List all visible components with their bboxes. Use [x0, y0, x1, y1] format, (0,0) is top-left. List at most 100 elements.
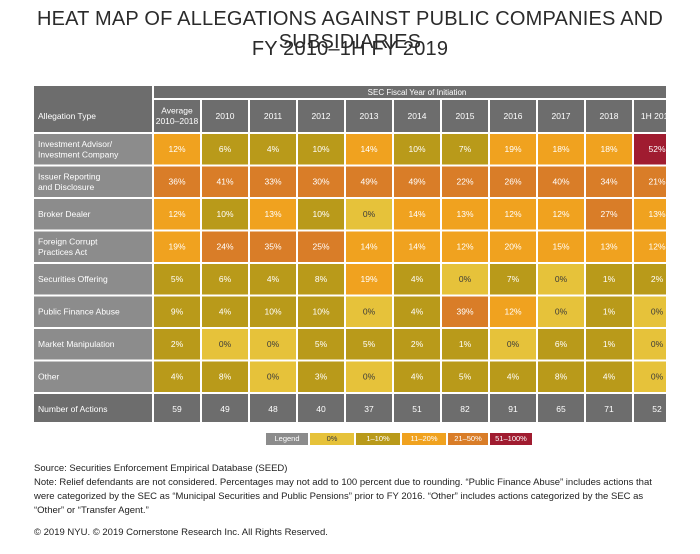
heat-cell: [394, 329, 440, 360]
heat-cell-value: 14%: [360, 144, 377, 154]
heat-cell: [442, 134, 488, 165]
heat-cell-value: 19%: [360, 274, 377, 284]
heat-cell: [202, 296, 248, 327]
heat-cell: [202, 134, 248, 165]
heat-cell-value: 0%: [267, 372, 280, 382]
super-header-label: SEC Fiscal Year of Initiation: [368, 88, 467, 97]
column-header-bg: [154, 100, 200, 132]
heat-cell-value: 10%: [312, 307, 329, 317]
heat-cell: [538, 329, 584, 360]
legend-item-0pct: 0%: [310, 433, 354, 445]
row-label: Foreign Corrupt Practices Act: [38, 236, 98, 257]
heat-cell: [250, 361, 296, 392]
heat-cell: [538, 231, 584, 262]
heat-cell: [490, 231, 536, 262]
heat-cell: [586, 264, 632, 295]
heat-cell-value: 49%: [408, 177, 425, 187]
heat-cell: [346, 231, 392, 262]
heat-cell: [490, 296, 536, 327]
row-label-bg: [34, 264, 152, 295]
totals-cell-value: 71: [604, 404, 614, 414]
heat-cell-value: 2%: [651, 274, 664, 284]
heat-cell: [490, 199, 536, 230]
heat-cell-value: 10%: [264, 307, 281, 317]
heat-cell: [586, 329, 632, 360]
heat-cell-value: 30%: [312, 177, 329, 187]
heat-cell: [154, 134, 200, 165]
heat-cell: [586, 361, 632, 392]
column-header-label: 2014: [408, 111, 427, 121]
column-header-label: Average 2010–2018: [156, 106, 199, 127]
heat-cell: [538, 199, 584, 230]
heat-cell: [490, 264, 536, 295]
heat-cell: [250, 134, 296, 165]
heat-cell-value: 12%: [504, 307, 521, 317]
heat-cell-value: 1%: [603, 307, 616, 317]
heat-cell-value: 25%: [312, 242, 329, 252]
column-header-label: 2010: [216, 111, 235, 121]
heat-cell-value: 12%: [648, 242, 665, 252]
heat-cell-value: 0%: [507, 339, 520, 349]
heat-cell-value: 10%: [312, 144, 329, 154]
heat-cell-value: 10%: [408, 144, 425, 154]
column-header-label: 2015: [456, 111, 475, 121]
heat-cell: [154, 231, 200, 262]
legend-item-11-20pct: 11–20%: [402, 433, 446, 445]
heat-cell-value: 10%: [312, 209, 329, 219]
heat-cell-value: 8%: [555, 372, 568, 382]
heat-cell: [154, 264, 200, 295]
totals-cell-value: 52: [652, 404, 662, 414]
totals-cell: [490, 394, 536, 422]
heat-cell: [346, 264, 392, 295]
chart-title: HEAT MAP OF ALLEGATIONS AGAINST PUBLIC C…: [36, 8, 664, 53]
heat-cell-value: 18%: [552, 144, 569, 154]
heat-cell: [442, 199, 488, 230]
column-header-bg: [538, 100, 584, 132]
heat-cell: [586, 199, 632, 230]
totals-cell-value: 91: [508, 404, 518, 414]
totals-cell: [538, 394, 584, 422]
row-label: Other: [38, 372, 59, 382]
column-header-bg: [490, 100, 536, 132]
heat-cell: [634, 264, 666, 295]
heat-cell-value: 24%: [216, 242, 233, 252]
heat-cell: [202, 199, 248, 230]
heat-cell-value: 0%: [651, 372, 664, 382]
column-header-bg: [634, 100, 666, 132]
row-label-bg: [34, 199, 152, 230]
column-header-label: 2011: [264, 111, 283, 121]
totals-label: Number of Actions: [38, 404, 107, 414]
totals-label-bg: [34, 394, 152, 422]
heat-cell: [154, 166, 200, 197]
heat-cell: [154, 329, 200, 360]
heat-cell-value: 0%: [363, 209, 376, 219]
row-label-bg: [34, 134, 152, 165]
heat-cell-value: 0%: [219, 339, 232, 349]
heat-cell: [298, 231, 344, 262]
heat-cell: [346, 296, 392, 327]
heat-cell: [202, 361, 248, 392]
totals-cell: [394, 394, 440, 422]
row-label-bg: [34, 231, 152, 262]
heat-cell: [394, 166, 440, 197]
column-header-bg: [202, 100, 248, 132]
heat-cell: [202, 329, 248, 360]
heat-cell-value: 4%: [507, 372, 520, 382]
heat-cell: [202, 264, 248, 295]
row-label: Public Finance Abuse: [38, 307, 120, 317]
heat-cell: [490, 361, 536, 392]
heat-cell: [394, 296, 440, 327]
heat-cell: [250, 199, 296, 230]
heat-cell-value: 12%: [168, 209, 185, 219]
heat-cell-value: 33%: [264, 177, 281, 187]
heat-cell-value: 8%: [219, 372, 232, 382]
heat-cell: [394, 361, 440, 392]
heat-cell: [538, 361, 584, 392]
heat-cell: [538, 296, 584, 327]
heat-cell-value: 12%: [456, 242, 473, 252]
heat-cell-value: 0%: [651, 339, 664, 349]
heat-cell-value: 13%: [456, 209, 473, 219]
heat-cell: [634, 134, 666, 165]
heat-cell-value: 7%: [507, 274, 520, 284]
heat-cell-value: 3%: [315, 372, 328, 382]
